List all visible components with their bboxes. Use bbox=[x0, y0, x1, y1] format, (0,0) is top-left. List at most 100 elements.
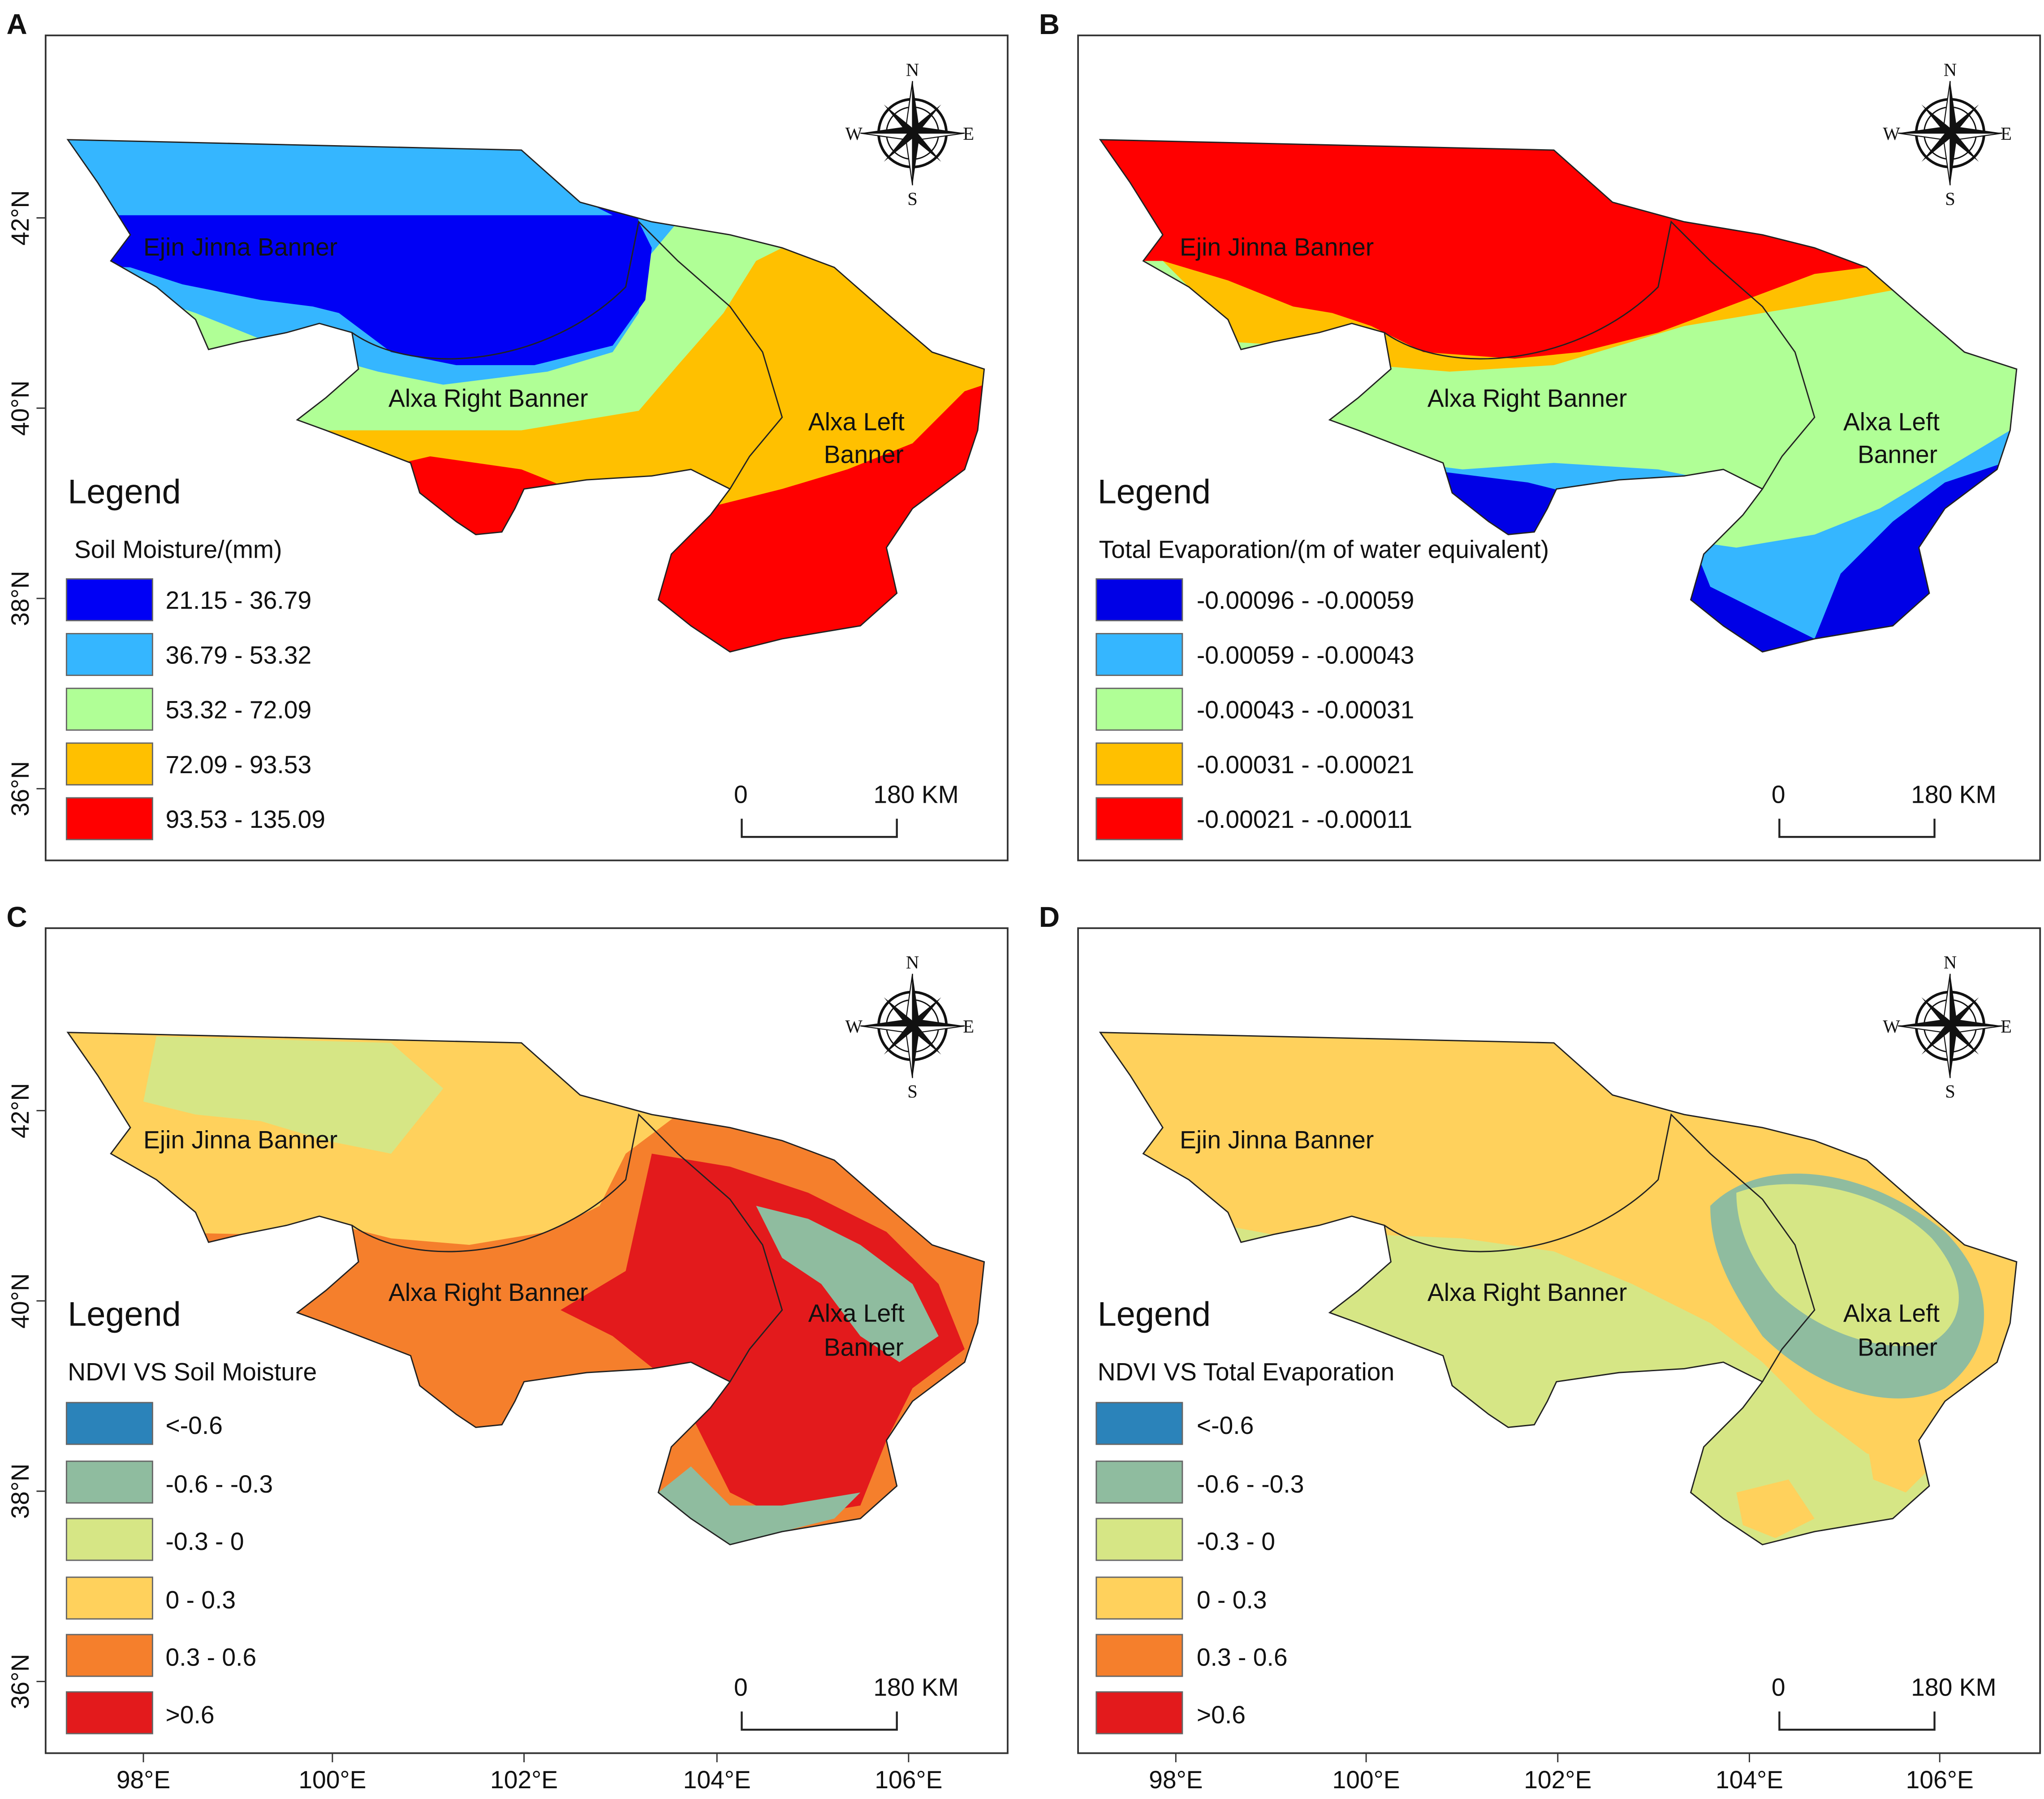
label-alxa-right-banner: Alxa Right Banner bbox=[388, 384, 588, 412]
label-alxa-left-banner-line2: Banner bbox=[824, 440, 904, 468]
region-labels-d: Ejin Jinna Banner Alxa Right Banner Alxa… bbox=[1180, 1126, 1940, 1361]
legend-label: -0.00031 - -0.00021 bbox=[1197, 751, 1414, 779]
legend-title: Legend bbox=[68, 1295, 181, 1333]
legend-b: Legend Total Evaporation/(m of water equ… bbox=[1095, 473, 1549, 840]
compass-s: S bbox=[1945, 189, 1955, 209]
label-alxa-right-banner: Alxa Right Banner bbox=[388, 1278, 588, 1306]
legend-variable: NDVI VS Soil Moisture bbox=[68, 1358, 317, 1386]
legend-swatch bbox=[65, 578, 153, 621]
latitude-axis-top: 42°N 40°N 38°N 36°N bbox=[6, 190, 46, 816]
legend-swatch bbox=[65, 1402, 153, 1445]
panel-d: D bbox=[1039, 901, 2041, 1754]
scale-bar-d: 0 180 KM bbox=[1772, 1674, 1997, 1731]
legend-swatch bbox=[65, 633, 153, 676]
scale-bar-start: 0 bbox=[734, 781, 748, 809]
panel-letter-b: B bbox=[1039, 8, 1060, 40]
banner-boundary-d bbox=[1384, 1113, 1815, 1382]
legend-variable: NDVI VS Total Evaporation bbox=[1098, 1358, 1395, 1386]
compass-e: E bbox=[963, 124, 974, 144]
compass-e: E bbox=[2001, 1016, 2012, 1037]
legend-swatch bbox=[65, 742, 153, 786]
legend-swatch bbox=[65, 797, 153, 840]
legend-swatch bbox=[1095, 1576, 1183, 1620]
legend-swatch bbox=[1095, 1691, 1183, 1734]
region-labels-c: Ejin Jinna Banner Alxa Right Banner Alxa… bbox=[143, 1126, 905, 1361]
legend-swatch bbox=[1095, 1518, 1183, 1561]
legend-swatch bbox=[65, 1460, 153, 1504]
legend-title: Legend bbox=[1098, 473, 1211, 511]
lon-tick-label: 104°E bbox=[683, 1766, 751, 1794]
label-ejin-jinna-banner: Ejin Jinna Banner bbox=[143, 233, 337, 261]
compass-n: N bbox=[1944, 60, 1957, 80]
region-outline-d bbox=[1099, 1032, 2018, 1545]
region-labels-a: Ejin Jinna Banner Alxa Right Banner Alxa… bbox=[143, 233, 905, 469]
panel-a: A bbox=[7, 8, 1009, 861]
legend-label: 0 - 0.3 bbox=[165, 1586, 236, 1614]
region-labels-b: Ejin Jinna Banner Alxa Right Banner Alxa… bbox=[1180, 233, 1940, 469]
legend-label: 93.53 - 135.09 bbox=[165, 805, 325, 833]
scale-bar-end: 180 KM bbox=[1911, 781, 1996, 809]
compass-e: E bbox=[963, 1016, 974, 1037]
compass-s: S bbox=[1945, 1081, 1955, 1102]
legend-variable: Soil Moisture/(mm) bbox=[74, 536, 282, 564]
lat-tick-label: 40°N bbox=[6, 1273, 34, 1328]
legend-swatch bbox=[1095, 633, 1183, 676]
lat-tick-label: 42°N bbox=[6, 1083, 34, 1138]
legend-label: -0.6 - -0.3 bbox=[165, 1470, 273, 1498]
scale-bar-end: 180 KM bbox=[1911, 1674, 1996, 1701]
legend-swatch bbox=[1095, 578, 1183, 621]
label-alxa-left-banner-line1: Alxa Left bbox=[1843, 408, 1940, 436]
compass-rose-c: N S E W bbox=[845, 952, 974, 1102]
scale-bar-end: 180 KM bbox=[873, 781, 958, 809]
lon-tick-label: 102°E bbox=[490, 1766, 558, 1794]
legend-label: <-0.6 bbox=[165, 1412, 223, 1439]
legend-swatch bbox=[65, 1691, 153, 1734]
lon-tick-label: 98°E bbox=[116, 1766, 170, 1794]
legend-swatch bbox=[65, 688, 153, 731]
panel-letter-c: C bbox=[7, 901, 27, 933]
lon-tick-label: 102°E bbox=[1524, 1766, 1591, 1794]
legend-label: >0.6 bbox=[1197, 1701, 1246, 1729]
compass-rose-b: N S E W bbox=[1883, 60, 2012, 209]
longitude-axis-left: 98°E 100°E 102°E 104°E 106°E bbox=[116, 1753, 942, 1794]
lon-tick-label: 106°E bbox=[1906, 1766, 1974, 1794]
legend-label: 0.3 - 0.6 bbox=[1197, 1644, 1288, 1671]
scale-bar-start: 0 bbox=[1772, 1674, 1785, 1701]
region-outline-b bbox=[1099, 139, 2018, 653]
label-ejin-jinna-banner: Ejin Jinna Banner bbox=[1180, 233, 1374, 261]
scale-bar-b: 0 180 KM bbox=[1772, 781, 1997, 838]
compass-rose-a: N S E W bbox=[845, 60, 974, 209]
compass-w: W bbox=[1883, 1016, 1900, 1037]
label-ejin-jinna-banner: Ejin Jinna Banner bbox=[1180, 1126, 1374, 1154]
latitude-axis-bottom: 42°N 40°N 38°N 36°N bbox=[6, 1083, 46, 1709]
legend-label: -0.3 - 0 bbox=[1197, 1528, 1275, 1555]
lat-tick-label: 36°N bbox=[6, 1654, 34, 1709]
legend-label: -0.6 - -0.3 bbox=[1197, 1470, 1304, 1498]
compass-n: N bbox=[1944, 952, 1957, 973]
legend-swatch bbox=[1095, 1402, 1183, 1445]
legend-label: 36.79 - 53.32 bbox=[165, 641, 311, 669]
scale-bar-start: 0 bbox=[734, 1674, 748, 1701]
legend-label: -0.00096 - -0.00059 bbox=[1197, 586, 1414, 614]
panel-letter-d: D bbox=[1039, 901, 1060, 933]
panel-c: C bbox=[7, 901, 1009, 1754]
legend-swatch bbox=[1095, 797, 1183, 840]
label-alxa-left-banner-line2: Banner bbox=[1858, 440, 1937, 468]
legend-label: -0.00043 - -0.00031 bbox=[1197, 696, 1414, 724]
legend-d: Legend NDVI VS Total Evaporation <-0.6 -… bbox=[1095, 1295, 1395, 1734]
label-alxa-left-banner-line2: Banner bbox=[824, 1333, 904, 1361]
compass-n: N bbox=[906, 952, 919, 973]
legend-swatch bbox=[65, 1518, 153, 1561]
legend-variable: Total Evaporation/(m of water equivalent… bbox=[1099, 536, 1549, 564]
label-alxa-right-banner: Alxa Right Banner bbox=[1427, 384, 1627, 412]
banner-boundary-b bbox=[1384, 220, 1815, 490]
scale-bar-end: 180 KM bbox=[873, 1674, 958, 1701]
legend-label: <-0.6 bbox=[1197, 1412, 1254, 1439]
label-alxa-left-banner-line2: Banner bbox=[1858, 1333, 1937, 1361]
lat-tick-label: 40°N bbox=[6, 380, 34, 435]
label-alxa-left-banner-line1: Alxa Left bbox=[1843, 1300, 1940, 1327]
region-outline-c bbox=[66, 1032, 985, 1545]
legend-title: Legend bbox=[1098, 1295, 1211, 1333]
legend-title: Legend bbox=[68, 473, 181, 511]
